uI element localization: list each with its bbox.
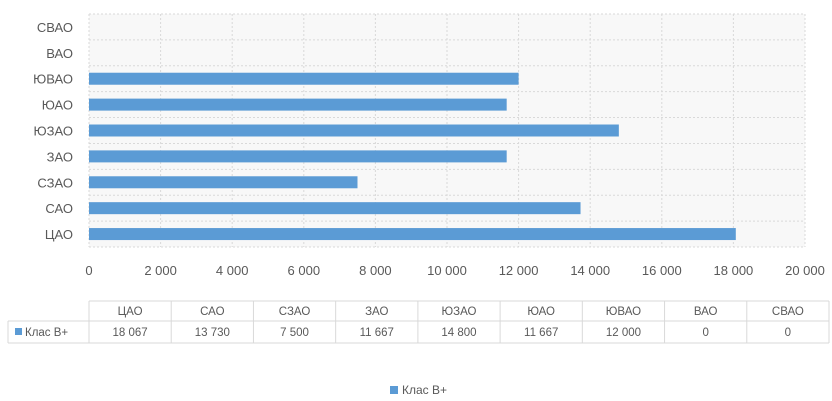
table-series-label: Клас B+ — [25, 327, 68, 339]
bar — [89, 150, 507, 163]
legend: Клас B+ — [390, 383, 447, 397]
category-label: ЮАО — [42, 98, 73, 113]
category-label: ЦАО — [45, 227, 73, 242]
category-label: ВАО — [46, 46, 73, 61]
category-label: ЗАО — [47, 149, 73, 164]
table-legend-swatch — [15, 328, 22, 335]
table-value-cell: 14 800 — [441, 327, 476, 339]
table-value-cell: 0 — [785, 327, 791, 339]
x-tick-label: 14 000 — [570, 263, 610, 278]
table-value-cell: 11 667 — [524, 327, 558, 339]
category-label: ЮЗАО — [34, 124, 73, 139]
table-header-cell: ЮАО — [527, 306, 555, 318]
legend-label: Клас B+ — [402, 383, 448, 397]
category-label: СЗАО — [37, 175, 73, 190]
table-value-cell: 0 — [702, 327, 708, 339]
category-label: ЮВАО — [33, 72, 73, 87]
data-table: ЦАО 18 067 САО 13 730 СЗАО 7 500 ЗАО 11 667 ЮЗАО… — [7, 300, 830, 344]
x-tick-label: 16 000 — [642, 263, 682, 278]
bar — [89, 124, 619, 137]
table-value-cell: 13 730 — [195, 327, 230, 339]
table-value-cell: 11 667 — [360, 327, 394, 339]
table-header-cell: ЦАО — [118, 306, 143, 318]
bar — [89, 98, 507, 111]
category-label: САО — [45, 201, 73, 216]
table-header-cell: ВАО — [694, 306, 718, 318]
x-tick-label: 8 000 — [359, 263, 392, 278]
table-header-cell: ЗАО — [365, 306, 388, 318]
x-tick-label: 2 000 — [144, 263, 177, 278]
x-tick-label: 20 000 — [785, 263, 825, 278]
table-header-cell: ЮВАО — [606, 306, 641, 318]
table-value-cell: 18 067 — [113, 327, 148, 339]
x-tick-label: 0 — [85, 263, 92, 278]
x-tick-labels: 0 2 000 4 000 6 000 8 000 10 000 12 000 14 000 1… — [85, 263, 825, 278]
bars — [89, 72, 736, 241]
x-tick-label: 12 000 — [499, 263, 539, 278]
bar — [89, 202, 581, 215]
table-value-cell: 12 000 — [606, 327, 641, 339]
table-header-cell: СЗАО — [279, 306, 311, 318]
table-header-cell: ЮЗАО — [442, 306, 477, 318]
legend-swatch — [390, 386, 398, 394]
table-header-cell: САО — [200, 306, 224, 318]
x-tick-label: 4 000 — [216, 263, 249, 278]
bar — [89, 176, 358, 189]
x-tick-label: 18 000 — [714, 263, 754, 278]
bar — [89, 228, 736, 241]
x-tick-label: 6 000 — [288, 263, 321, 278]
table-header-cell: СВАО — [772, 306, 804, 318]
bar — [89, 72, 519, 85]
x-tick-label: 10 000 — [427, 263, 467, 278]
table-value-cell: 7 500 — [280, 327, 309, 339]
category-labels: ЦАО САО СЗАО ЗАО ЮЗАО ЮАО ЮВАО ВАО СВАО — [33, 20, 73, 242]
category-label: СВАО — [37, 20, 73, 35]
